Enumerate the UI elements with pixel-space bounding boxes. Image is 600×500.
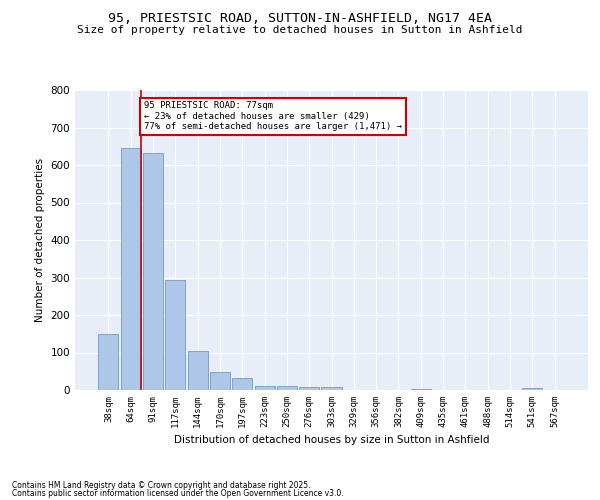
Y-axis label: Number of detached properties: Number of detached properties bbox=[35, 158, 45, 322]
Bar bbox=[98, 334, 118, 390]
Bar bbox=[121, 148, 141, 390]
Text: Contains HM Land Registry data © Crown copyright and database right 2025.: Contains HM Land Registry data © Crown c… bbox=[12, 480, 311, 490]
Bar bbox=[210, 372, 230, 390]
Bar bbox=[232, 378, 252, 390]
Bar bbox=[254, 386, 275, 390]
X-axis label: Distribution of detached houses by size in Sutton in Ashfield: Distribution of detached houses by size … bbox=[174, 436, 489, 446]
Text: Contains public sector information licensed under the Open Government Licence v3: Contains public sector information licen… bbox=[12, 489, 344, 498]
Bar bbox=[299, 387, 319, 390]
Bar bbox=[522, 388, 542, 390]
Bar bbox=[165, 280, 185, 390]
Bar bbox=[322, 387, 341, 390]
Text: Size of property relative to detached houses in Sutton in Ashfield: Size of property relative to detached ho… bbox=[77, 25, 523, 35]
Text: 95, PRIESTSIC ROAD, SUTTON-IN-ASHFIELD, NG17 4EA: 95, PRIESTSIC ROAD, SUTTON-IN-ASHFIELD, … bbox=[108, 12, 492, 26]
Bar bbox=[188, 350, 208, 390]
Bar bbox=[143, 153, 163, 390]
Text: 95 PRIESTSIC ROAD: 77sqm
← 23% of detached houses are smaller (429)
77% of semi-: 95 PRIESTSIC ROAD: 77sqm ← 23% of detach… bbox=[144, 101, 402, 131]
Bar bbox=[411, 388, 431, 390]
Bar bbox=[277, 386, 297, 390]
